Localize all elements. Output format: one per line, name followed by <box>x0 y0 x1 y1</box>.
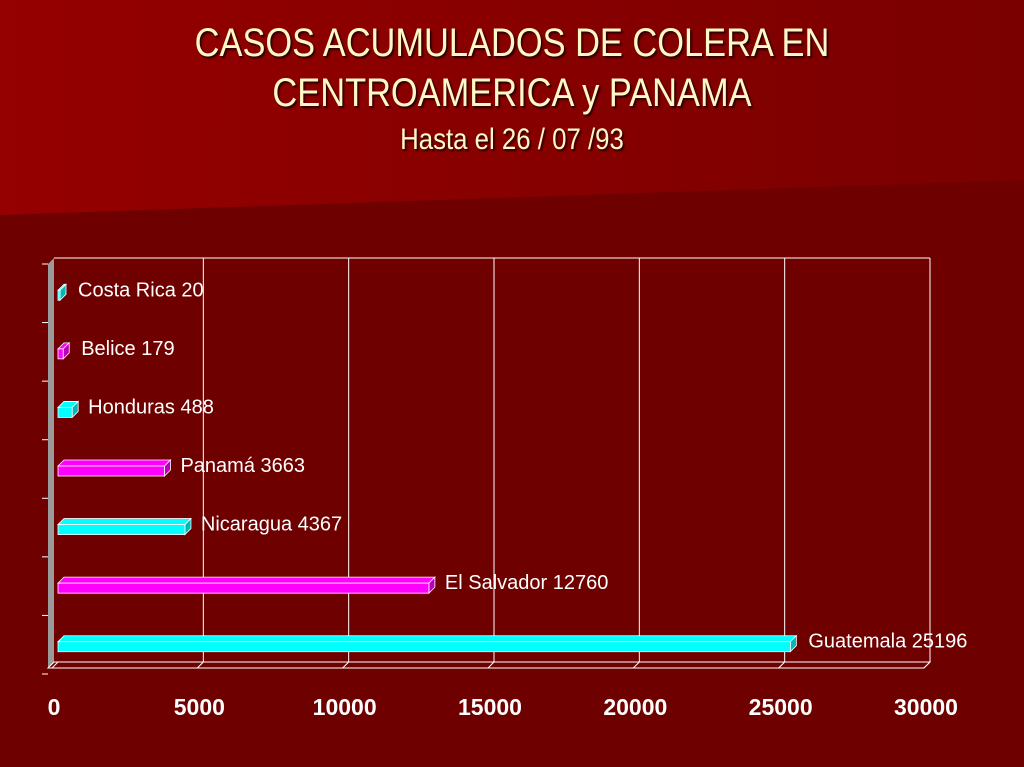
x-tick-label: 5000 <box>174 694 225 720</box>
x-axis-tick-mark <box>51 661 59 669</box>
gridlines <box>202 258 786 662</box>
x-axis-tick-mark <box>923 661 931 669</box>
x-axis-ticks: 0 5000 10000 15000 20000 25000 30000 <box>48 661 958 720</box>
x-axis-tick-mark <box>196 661 204 669</box>
bar-front-face <box>57 289 61 301</box>
bars <box>57 283 798 653</box>
bar-front-face <box>57 407 73 418</box>
data-labels: Costa Rica 20 Belice 179 Honduras 488 Panam… <box>78 279 967 652</box>
x-tick-label: 0 <box>48 694 61 720</box>
chart-frame <box>42 257 932 675</box>
bar-front-face <box>57 582 430 594</box>
x-axis-tick-mark <box>632 661 640 669</box>
x-axis-tick-mark <box>778 661 786 669</box>
data-label-panam-: Panamá 3663 <box>180 455 305 477</box>
bar-nicaragua <box>57 517 192 536</box>
title-line-2: CENTROAMERICA y PANAMA <box>272 71 752 115</box>
bar-front-face <box>57 524 186 535</box>
x-tick-label: 30000 <box>894 694 958 720</box>
bar-top-face <box>57 635 798 643</box>
bar-top-face <box>57 518 192 525</box>
bar-panam- <box>57 459 172 477</box>
chart-left-wall <box>48 258 54 668</box>
bar-top-face <box>57 576 436 584</box>
bar-top-face <box>57 459 172 467</box>
x-tick-label: 25000 <box>749 694 813 720</box>
bar-guatemala <box>57 634 798 653</box>
subtitle: Hasta el 26 / 07 /93 <box>400 123 624 156</box>
slide-title: CASOS ACUMULADOS DE COLERA EN CENTROAMER… <box>0 18 1024 160</box>
data-label-honduras: Honduras 488 <box>88 396 214 418</box>
bar-costa-rica <box>57 283 67 302</box>
data-label-nicaragua: Nicaragua 4367 <box>201 514 342 536</box>
x-tick-label: 15000 <box>458 694 522 720</box>
bar-el-salvador <box>57 576 436 595</box>
data-label-costa-rica: Costa Rica 20 <box>78 279 204 301</box>
x-tick-label: 10000 <box>313 694 377 720</box>
bar-front-face <box>57 465 165 477</box>
x-axis-tick-mark <box>342 661 350 669</box>
bar-belice <box>57 341 71 360</box>
bar-front-face <box>57 641 791 653</box>
title-line-1: CASOS ACUMULADOS DE COLERA EN <box>194 21 830 65</box>
data-label-guatemala: Guatemala 25196 <box>808 631 967 653</box>
x-tick-label: 20000 <box>603 694 667 720</box>
bar-front-face <box>57 348 64 360</box>
bar-honduras <box>57 400 80 419</box>
data-label-el-salvador: El Salvador 12760 <box>445 572 608 594</box>
data-label-belice: Belice 179 <box>81 338 174 360</box>
x-axis-tick-mark <box>487 661 495 669</box>
